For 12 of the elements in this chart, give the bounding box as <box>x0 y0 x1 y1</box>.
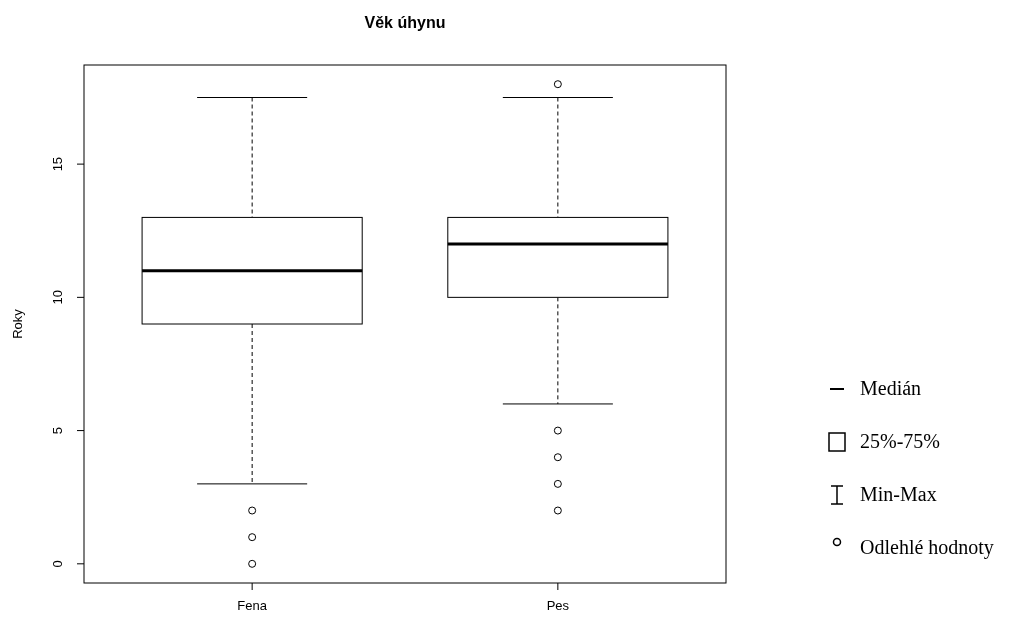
chart-title: Věk úhynu <box>364 14 446 31</box>
y-axis-title: Roky <box>10 308 25 339</box>
text: 25%-75% <box>860 430 940 452</box>
text: Medián <box>860 377 922 399</box>
text: Min-Max <box>860 483 937 505</box>
x-tick-label: Fena <box>237 598 268 613</box>
y-tick-label: 5 <box>50 426 65 435</box>
y-tick-label: 0 <box>50 560 65 568</box>
y-tick-label: 15 <box>50 156 65 172</box>
x-tick-label: Pes <box>546 598 570 613</box>
y-tick-label: 10 <box>50 290 65 305</box>
text: Odlehlé hodnoty <box>860 536 994 559</box>
